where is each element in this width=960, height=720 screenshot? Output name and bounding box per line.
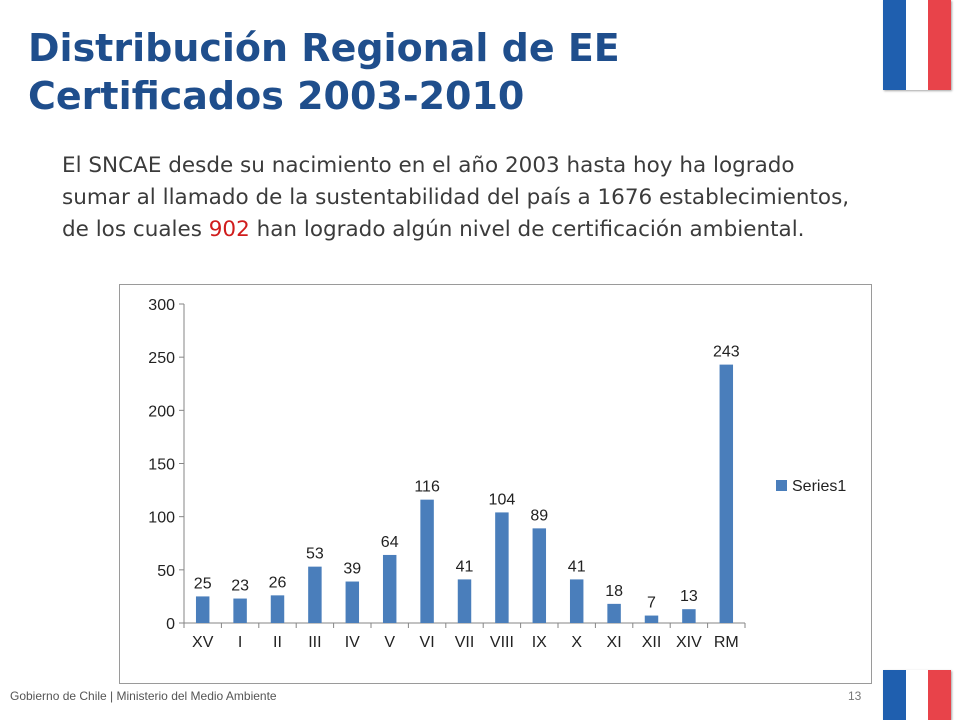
flag-white-stripe [905, 670, 929, 720]
data-label: 25 [194, 575, 212, 592]
data-label: 7 [647, 595, 656, 612]
data-label: 39 [343, 561, 361, 578]
x-tick-label: XII [642, 634, 662, 651]
y-tick-label: 100 [148, 510, 175, 527]
x-tick-label: IV [345, 634, 360, 651]
data-label: 41 [456, 558, 474, 575]
data-label: 89 [530, 507, 548, 524]
y-tick-label: 0 [166, 616, 175, 633]
bar [382, 554, 397, 623]
x-tick-label: VIII [490, 634, 514, 651]
bar [308, 566, 322, 623]
data-label: 116 [414, 479, 440, 496]
x-tick-label: IX [532, 634, 547, 651]
x-tick-label: VI [420, 634, 435, 651]
data-label: 53 [306, 546, 324, 563]
data-label: 41 [568, 558, 586, 575]
legend-label: Series1 [792, 478, 846, 495]
x-tick-label: II [273, 634, 282, 651]
bar [420, 499, 434, 623]
page-number: 13 [848, 689, 862, 703]
data-label: 64 [381, 534, 399, 551]
data-label: 26 [269, 574, 287, 591]
flag-blue-stripe [883, 670, 906, 720]
slide-title: Distribución Regional de EE Certificados… [28, 26, 620, 118]
data-label: 13 [680, 588, 698, 605]
bar [532, 528, 547, 623]
flag-red-stripe [928, 0, 952, 90]
y-tick-label: 150 [148, 457, 175, 474]
x-tick-label: XIV [676, 634, 702, 651]
data-label: 243 [713, 344, 740, 361]
chart-svg: 05010015020025030025XV23I26II53III39IV64… [148, 297, 846, 651]
x-tick-label: X [571, 634, 582, 651]
body-text-start: El SNCAE desde su nacimiento en el año 2… [62, 153, 850, 242]
y-tick-label: 300 [148, 297, 175, 314]
bar [682, 609, 696, 623]
data-label: 18 [605, 583, 623, 600]
flag-white-stripe [905, 0, 929, 90]
flag-red-stripe [928, 670, 952, 720]
chile-flag-icon [883, 0, 952, 90]
bar [719, 364, 734, 623]
data-label: 104 [489, 491, 516, 508]
footer-text: Gobierno de Chile | Ministerio del Medio… [10, 689, 277, 703]
chile-flag-footer-icon [883, 670, 952, 720]
bar [345, 581, 360, 623]
y-tick-label: 250 [148, 350, 175, 367]
bar-chart: 0 50 100 150 200 250 300 25 XV 23 I 26 II 53 III 39 IV 64… [119, 284, 872, 684]
bar [644, 615, 659, 623]
legend-swatch [776, 480, 787, 491]
y-tick-label: 200 [148, 403, 175, 420]
y-tick-label: 50 [157, 563, 175, 580]
bar [233, 598, 247, 623]
bar [270, 595, 285, 623]
data-label: 23 [231, 578, 249, 595]
bar [457, 579, 472, 623]
bar [495, 512, 509, 623]
bar [195, 596, 210, 623]
x-tick-label: RM [714, 634, 739, 651]
x-tick-label: I [238, 634, 242, 651]
body-paragraph: El SNCAE desde su nacimiento en el año 2… [62, 150, 862, 246]
bar [569, 579, 584, 623]
x-tick-label: III [308, 634, 321, 651]
x-tick-label: XI [607, 634, 622, 651]
body-text-end: han logrado algún nivel de certificación… [249, 217, 805, 242]
flag-blue-stripe [883, 0, 906, 90]
x-tick-label: VII [455, 634, 475, 651]
x-tick-label: V [384, 634, 395, 651]
bar [607, 603, 621, 623]
x-tick-label: XV [192, 634, 214, 651]
highlight-number: 902 [208, 217, 250, 242]
